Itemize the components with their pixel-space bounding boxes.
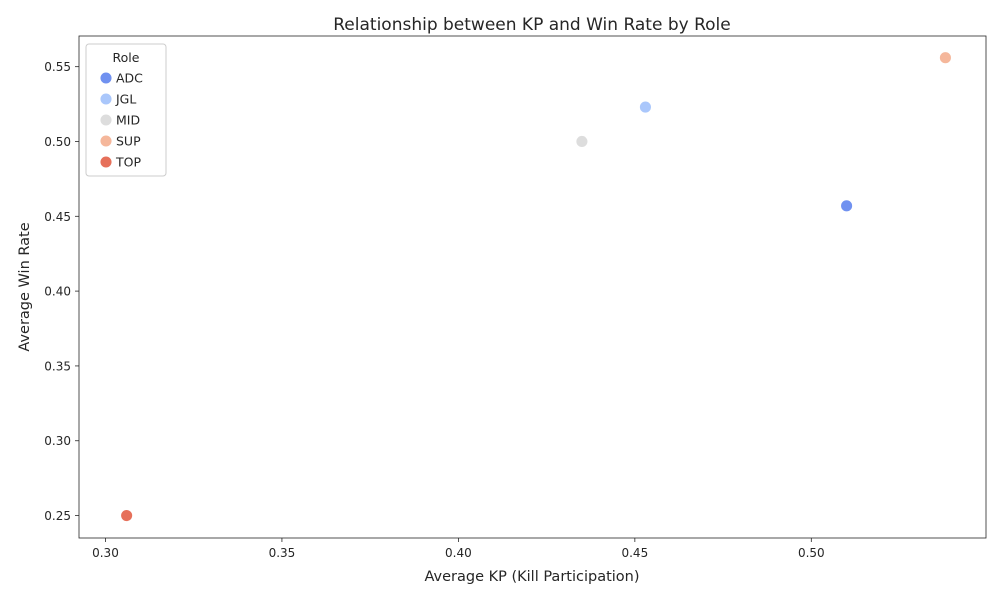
legend-marker-jgl	[99, 92, 113, 106]
x-tick-label: 0.50	[798, 546, 825, 560]
x-tick-label: 0.35	[269, 546, 296, 560]
y-axis: 0.25 0.30 0.35 0.40 0.45 0.50 0.55	[44, 60, 79, 523]
x-axis: 0.30 0.35 0.40 0.45 0.50	[92, 538, 825, 560]
legend: Role ADC JGL MID SUP TOP	[85, 43, 167, 177]
legend-marker-adc	[99, 71, 113, 85]
legend-title: Role	[113, 50, 140, 65]
legend-label-sup: SUP	[116, 134, 141, 149]
data-point-mid	[575, 135, 589, 148]
data-point-sup	[938, 51, 952, 65]
legend-items: ADC JGL MID SUP TOP	[99, 71, 143, 170]
legend-marker-top	[99, 155, 113, 169]
chart-title: Relationship between KP and Win Rate by …	[333, 15, 730, 35]
legend-label-jgl: JGL	[115, 92, 136, 107]
legend-label-top: TOP	[115, 155, 141, 170]
y-tick-label: 0.55	[44, 60, 71, 74]
plot-frame	[78, 35, 987, 539]
legend-marker-mid	[99, 113, 113, 127]
y-axis-label: Average Win Rate	[17, 222, 33, 351]
legend-label-mid: MID	[116, 113, 140, 128]
data-point-jgl	[638, 100, 652, 114]
legend-label-adc: ADC	[116, 71, 143, 86]
legend-marker-sup	[99, 134, 113, 148]
y-tick-label: 0.40	[44, 285, 71, 299]
data-point-adc	[840, 199, 854, 213]
y-tick-label: 0.35	[44, 359, 71, 373]
y-tick-label: 0.30	[44, 434, 71, 448]
y-tick-label: 0.45	[44, 210, 71, 224]
data-point-top	[120, 509, 134, 523]
x-tick-label: 0.40	[445, 546, 472, 560]
y-tick-label: 0.50	[44, 135, 71, 149]
x-axis-label: Average KP (Kill Participation)	[424, 569, 639, 585]
y-tick-label: 0.25	[44, 509, 71, 523]
x-tick-label: 0.30	[92, 546, 119, 560]
x-tick-label: 0.45	[621, 546, 648, 560]
plot-area	[120, 51, 952, 523]
